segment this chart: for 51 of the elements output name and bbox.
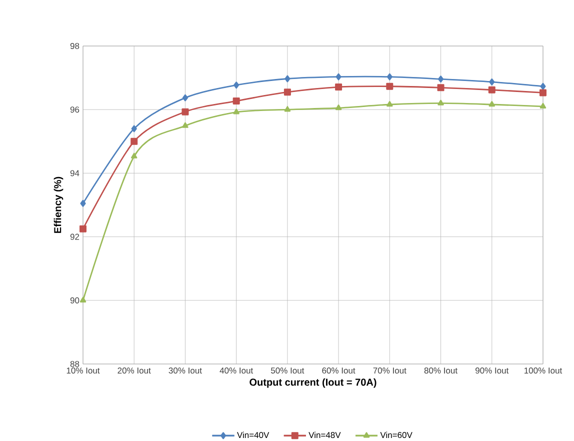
x-tick-label: 70% Iout (373, 368, 406, 374)
point (386, 82, 394, 90)
y-tick-label: 90 (70, 297, 80, 304)
y-tick-label: 98 (70, 42, 80, 49)
point (336, 73, 342, 80)
legend-label: Vin=60V (380, 432, 412, 438)
point (234, 82, 240, 89)
point (386, 101, 393, 107)
legend-label: Vin=40V (237, 432, 270, 438)
point (540, 82, 546, 90)
x-tick-label: 50% Iout (271, 368, 304, 374)
x-tick-label: 100% Iout (524, 368, 562, 374)
point (386, 73, 392, 80)
point (488, 101, 496, 107)
point (335, 104, 342, 110)
x-axis-title: Output current (Iout = 70A) (250, 378, 376, 388)
x-tick-label: 60% Iout (322, 368, 356, 374)
point (130, 152, 138, 158)
point (182, 94, 188, 102)
point (335, 84, 342, 91)
point (80, 225, 87, 232)
y-tick-label: 94 (70, 170, 80, 176)
x-tick-label: 40% Iout (220, 368, 254, 374)
point (438, 100, 444, 106)
x-tick-label: 10% Iout (66, 368, 100, 374)
point (438, 76, 444, 83)
y-tick-label: 88 (70, 360, 80, 367)
point (131, 125, 137, 132)
point (80, 200, 86, 207)
y-axis-title: Effiency (%) (54, 176, 64, 233)
x-tick-label: 80% Iout (424, 368, 458, 374)
x-tick-label: 20% Iout (118, 368, 151, 374)
point (539, 89, 546, 96)
point (488, 86, 496, 94)
point (130, 138, 138, 145)
point (233, 108, 240, 114)
point (80, 296, 86, 302)
point (182, 108, 189, 116)
point (540, 102, 546, 109)
point (232, 98, 240, 105)
x-tick-label: 90% Iout (476, 368, 509, 374)
legend-label: Vin=48V (308, 432, 341, 438)
x-tick-label: 30% Iout (168, 368, 202, 374)
point (284, 88, 291, 96)
point (437, 84, 444, 92)
point (284, 75, 290, 82)
point (182, 122, 188, 128)
point (284, 106, 291, 112)
point (489, 78, 495, 86)
y-tick-label: 92 (70, 234, 80, 240)
y-tick-label: 96 (70, 106, 80, 113)
